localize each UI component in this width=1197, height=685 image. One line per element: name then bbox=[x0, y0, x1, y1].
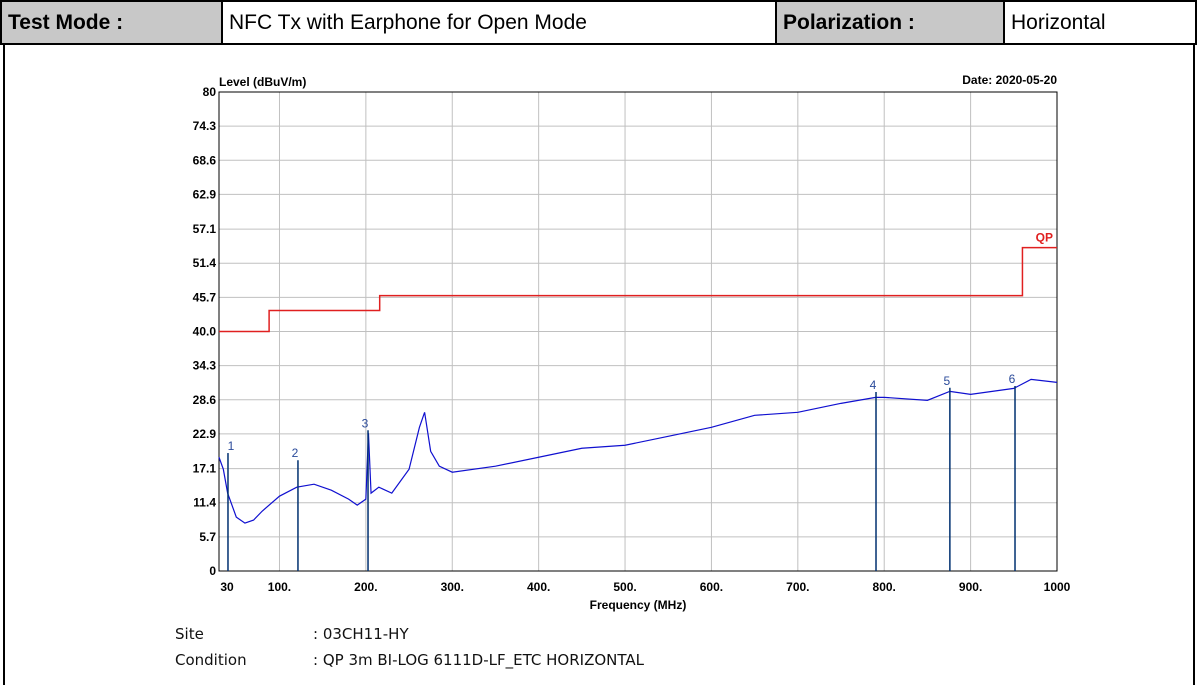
y-tick-label: 45.7 bbox=[193, 290, 217, 304]
x-tick-label: 800. bbox=[873, 580, 896, 594]
marker-label: 1 bbox=[228, 439, 235, 453]
y-tick-label: 68.6 bbox=[193, 153, 217, 167]
date: Date: 2020-05-20 bbox=[962, 73, 1057, 87]
x-tick-label: 700. bbox=[786, 580, 809, 594]
y-tick-label: 57.1 bbox=[193, 222, 217, 236]
y-tick-label: 40.0 bbox=[193, 325, 217, 339]
x-tick-label: 200. bbox=[354, 580, 377, 594]
y-tick-label: 0 bbox=[209, 564, 216, 578]
footer-label: Site bbox=[175, 625, 204, 643]
series-line bbox=[218, 378, 1058, 524]
x-tick-label: 600. bbox=[700, 580, 723, 594]
y-tick-label: 17.1 bbox=[193, 462, 217, 476]
footer-value: : 03CH11-HY bbox=[313, 625, 409, 643]
x-tick-label: 900. bbox=[959, 580, 982, 594]
y-tick-label: 51.4 bbox=[193, 256, 217, 270]
header-value: Horizontal bbox=[1003, 0, 1197, 45]
header-label: Polarization : bbox=[775, 0, 1005, 45]
y-tick-label: 34.3 bbox=[193, 359, 217, 373]
x-tick-label: 500. bbox=[613, 580, 636, 594]
y-tick-label: 22.9 bbox=[193, 427, 217, 441]
series-line bbox=[219, 246, 1057, 333]
header-label: Test Mode : bbox=[0, 0, 223, 45]
footer-value: : QP 3m BI-LOG 6111D-LF_ETC HORIZONTAL bbox=[313, 651, 644, 669]
header-value: NFC Tx with Earphone for Open Mode bbox=[221, 0, 777, 45]
y-tick-label: 5.7 bbox=[199, 530, 216, 544]
series-label: QP bbox=[1036, 231, 1053, 245]
x-tick-label: 100. bbox=[268, 580, 291, 594]
marker-label: 5 bbox=[944, 374, 951, 388]
marker-label: 4 bbox=[870, 378, 877, 392]
marker-label: 6 bbox=[1009, 372, 1016, 386]
x-tick-label: 1000 bbox=[1044, 580, 1071, 594]
y-tick-label: 74.3 bbox=[193, 119, 217, 133]
x-tick-label: 400. bbox=[527, 580, 550, 594]
chart-box bbox=[3, 45, 1195, 685]
marker-label: 3 bbox=[362, 416, 369, 430]
y-tick-label: 80 bbox=[203, 85, 217, 99]
y-tick-label: 11.4 bbox=[193, 496, 216, 510]
y-axis-label: Level (dBuV/m) bbox=[219, 75, 306, 89]
y-tick-label: 62.9 bbox=[193, 187, 217, 201]
marker-label: 2 bbox=[292, 446, 299, 460]
x-tick-label: 30 bbox=[220, 580, 234, 594]
header-table: Test Mode : NFC Tx with Earphone for Ope… bbox=[0, 0, 1197, 45]
footer-label: Condition bbox=[175, 651, 247, 669]
x-axis-label: Frequency (MHz) bbox=[590, 598, 687, 612]
x-tick-label: 300. bbox=[441, 580, 464, 594]
y-tick-label: 28.6 bbox=[193, 393, 217, 407]
